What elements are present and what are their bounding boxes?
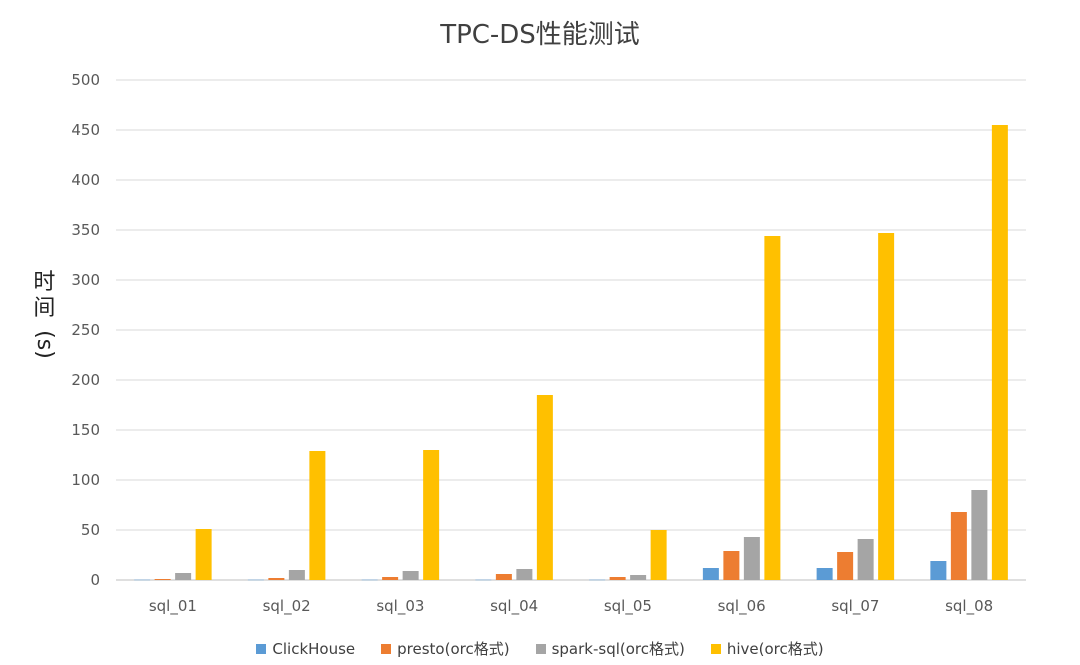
legend-label: hive(orc格式)	[726, 640, 824, 658]
bar	[247, 579, 264, 581]
bar	[991, 125, 1008, 580]
bar	[495, 574, 512, 580]
legend-label: presto(orc格式)	[397, 640, 510, 658]
bar	[195, 529, 212, 580]
legend-label: ClickHouse	[272, 639, 356, 658]
y-axis-label-part-1: 时	[33, 270, 56, 295]
chart-title: TPC-DS性能测试	[440, 20, 640, 50]
bar	[309, 451, 326, 580]
bar	[837, 552, 854, 580]
x-tick-label: sql_06	[718, 597, 766, 616]
x-tick-label: sql_03	[376, 597, 424, 616]
bar	[361, 579, 378, 581]
legend: ClickHouse presto(orc格式) spark-sql(orc格式) h…	[0, 638, 1080, 659]
bar	[702, 568, 719, 580]
legend-swatch	[256, 643, 267, 654]
legend-item: ClickHouse	[256, 638, 355, 659]
bar	[288, 570, 305, 580]
y-tick-label: 500	[71, 71, 100, 89]
y-axis-label-part-2: 间	[33, 296, 56, 321]
y-tick-label: 350	[71, 221, 100, 239]
legend-item: hive(orc格式)	[710, 638, 824, 659]
legend-swatch	[535, 643, 546, 654]
x-tick-label: sql_04	[490, 597, 538, 616]
legend-item: presto(orc格式)	[381, 638, 510, 659]
y-tick-label: 100	[71, 471, 100, 489]
bar	[154, 579, 171, 580]
bar	[764, 236, 781, 580]
bar	[382, 577, 399, 580]
x-tick-label: sql_08	[945, 597, 993, 616]
y-axis-label: 时 间 (s)	[30, 270, 59, 359]
bar	[878, 233, 895, 580]
bar	[402, 571, 419, 580]
bar	[816, 568, 833, 580]
y-tick-label: 0	[90, 571, 100, 589]
y-tick-label: 200	[71, 371, 100, 389]
bar	[516, 569, 533, 580]
y-tick-label: 450	[71, 121, 100, 139]
bar	[475, 579, 492, 581]
y-tick-label: 250	[71, 321, 100, 339]
bar	[609, 577, 626, 580]
x-tick-label: sql_07	[831, 597, 879, 616]
bar	[268, 578, 285, 580]
x-tick-label: sql_01	[149, 597, 197, 616]
bar	[950, 512, 967, 580]
bar	[971, 490, 988, 580]
legend-swatch	[381, 643, 392, 654]
bar	[536, 395, 553, 580]
legend-label: spark-sql(orc格式)	[551, 640, 685, 658]
bar	[650, 530, 667, 580]
bar	[134, 579, 151, 581]
y-tick-label: 300	[71, 271, 100, 289]
legend-swatch	[710, 643, 721, 654]
legend-item: spark-sql(orc格式)	[535, 638, 685, 659]
y-tick-label: 400	[71, 171, 100, 189]
x-tick-label: sql_02	[263, 597, 311, 616]
y-tick-label: 50	[81, 521, 100, 539]
x-tick-label: sql_05	[604, 597, 652, 616]
bar	[175, 573, 192, 580]
bar	[857, 539, 874, 580]
bar	[630, 575, 647, 580]
bar	[743, 537, 760, 580]
bar	[589, 579, 606, 581]
bar	[723, 551, 740, 580]
bar	[423, 450, 440, 580]
y-tick-label: 150	[71, 421, 100, 439]
bar	[930, 561, 947, 580]
